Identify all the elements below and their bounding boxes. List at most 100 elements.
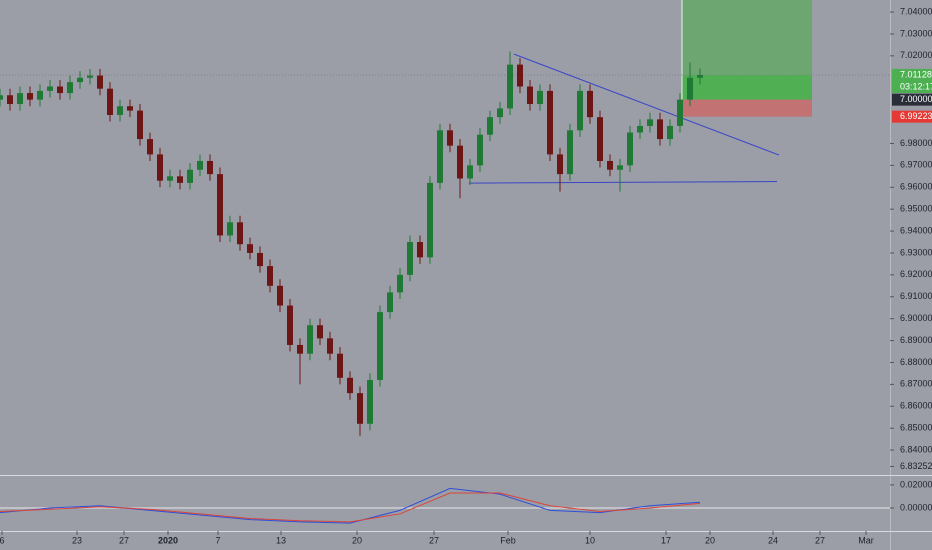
y-tick-label: 6.91000	[900, 291, 932, 301]
candle-body	[467, 165, 473, 179]
candle-body	[557, 154, 563, 175]
y-tick-label: 6.95000	[900, 204, 932, 214]
candle-body	[667, 125, 673, 140]
candle-body	[7, 95, 13, 105]
candle-body	[377, 312, 383, 380]
candle-body	[677, 99, 683, 126]
candle-body	[347, 377, 353, 394]
y-tick-label: 6.88000	[900, 357, 932, 367]
y-tick-label: 6.92000	[900, 269, 932, 279]
candle-body	[317, 325, 323, 339]
candle-body	[147, 139, 153, 155]
candle-body	[407, 242, 413, 275]
x-tick-label: 13	[276, 535, 286, 545]
open-profit-zone	[682, 74, 812, 100]
stop-label: 6.99223	[900, 111, 932, 121]
x-tick-label: 10	[585, 535, 595, 545]
candle-body	[547, 90, 553, 155]
candle-body	[17, 93, 23, 105]
candle-body	[277, 285, 283, 306]
y-tick-label: 6.96000	[900, 182, 932, 192]
x-tick-label: 17	[661, 535, 671, 545]
x-tick-label: Feb	[500, 535, 516, 545]
candle-body	[157, 154, 163, 181]
x-tick-label: Mar	[858, 535, 874, 545]
candle-body	[357, 393, 363, 424]
candle-body	[107, 88, 113, 115]
y-tick-label: 7.03000	[900, 28, 932, 38]
candle-body	[177, 176, 183, 183]
candle-body	[87, 75, 93, 78]
candle-body	[117, 106, 123, 115]
candle-body	[197, 160, 203, 170]
candle-body	[187, 169, 193, 183]
candle-body	[617, 165, 623, 170]
y-tick-label: 0.02000	[900, 479, 932, 489]
candle-body	[67, 82, 73, 94]
candle-body	[657, 119, 663, 140]
entry-label: 7.00000	[900, 94, 932, 104]
y-tick-label: 7.04000	[900, 6, 932, 16]
x-tick-label: 23	[72, 535, 82, 545]
candle-body	[137, 110, 143, 140]
indicator-line	[0, 492, 701, 523]
candle-body	[77, 77, 83, 83]
y-tick-label: 6.94000	[900, 225, 932, 235]
y-tick-label: 6.86000	[900, 401, 932, 411]
candle-body	[267, 266, 273, 286]
candle-body	[697, 74, 703, 78]
candle-body	[417, 242, 423, 258]
candle-body	[587, 90, 593, 118]
last-price-box	[892, 68, 932, 93]
x-tick-label: 7	[215, 535, 220, 545]
candle-body	[427, 182, 433, 258]
stop-box	[892, 110, 932, 123]
x-tick-label: 6	[0, 535, 5, 545]
candle-body	[627, 132, 633, 166]
candle-body	[337, 353, 343, 378]
candle-body	[327, 338, 333, 354]
candle-body	[97, 75, 103, 89]
candle-body	[477, 134, 483, 166]
candle-body	[397, 274, 403, 293]
candle-body	[297, 344, 303, 354]
candle-body	[57, 86, 63, 94]
candle-body	[307, 325, 313, 354]
candle-body	[37, 90, 43, 100]
candle-body	[167, 176, 173, 181]
y-tick-label: 6.93000	[900, 247, 932, 257]
x-tick-label: 20	[352, 535, 362, 545]
entry-box	[892, 93, 932, 106]
candle-body	[607, 160, 613, 170]
y-tick-label: 6.90000	[900, 313, 932, 323]
y-tick-label: 7.02000	[900, 50, 932, 60]
stop-zone	[682, 99, 812, 117]
candle-body	[27, 93, 33, 100]
candle-body	[437, 130, 443, 183]
trendline	[468, 181, 778, 184]
candle-body	[487, 117, 493, 135]
trendline	[513, 53, 780, 156]
candle-body	[647, 119, 653, 126]
x-tick-label: 27	[815, 535, 825, 545]
candle-body	[367, 379, 373, 424]
x-tick-label: 2020	[158, 535, 178, 545]
countdown-label: 03:12:17	[900, 81, 932, 91]
candle-body	[577, 90, 583, 131]
candle-body	[597, 117, 603, 161]
candle-body	[567, 130, 573, 175]
candle-body	[47, 86, 53, 91]
candle-body	[457, 145, 463, 179]
candle-body	[447, 130, 453, 146]
y-tick-label: 6.89000	[900, 335, 932, 345]
x-tick-label: 24	[768, 535, 778, 545]
candle-body	[537, 90, 543, 105]
candle-body	[257, 252, 263, 267]
candle-body	[287, 305, 293, 345]
candle-body	[517, 64, 523, 87]
candle-body	[217, 174, 223, 236]
candle-body	[227, 222, 233, 236]
candle-body	[0, 95, 3, 100]
y-tick-label: 0.00000	[900, 502, 932, 512]
